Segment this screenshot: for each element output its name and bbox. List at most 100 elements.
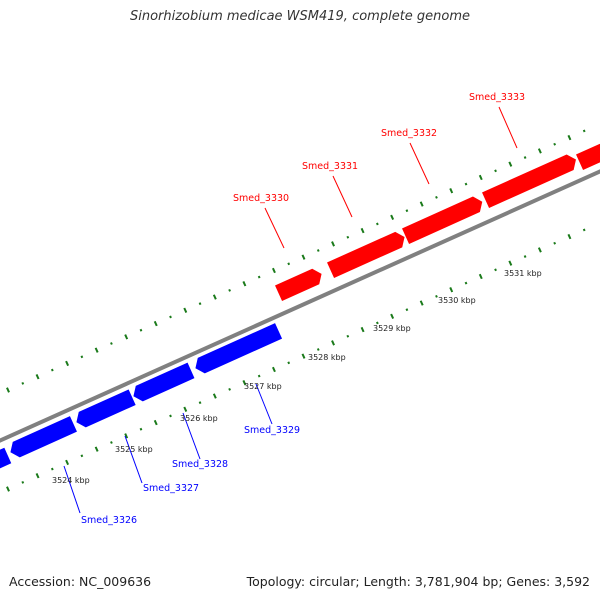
gene-label-smed-3332: Smed_3332 <box>381 128 437 139</box>
scale-label: 3524 kbp <box>52 476 90 485</box>
gene-label-smed-3329-leader <box>255 383 273 425</box>
inner-tick-mark <box>272 366 276 373</box>
outer-tick-mark <box>553 142 557 146</box>
outer-tick-mark <box>449 188 454 194</box>
reverse-strand-track: Smed_3326 Smed_3327 Smed_3328 Smed_3329 <box>0 323 300 526</box>
outer-tick-mark <box>287 262 291 266</box>
outer-tick-mark <box>242 281 247 287</box>
outer-tick-mark <box>331 241 335 247</box>
inner-tick-mark <box>390 313 395 319</box>
outer-tick-mark <box>464 182 468 186</box>
outer-tick-mark <box>523 156 527 159</box>
inner-tick-mark <box>6 486 10 492</box>
inner-tick-mark <box>464 281 468 285</box>
gene-arrow-smed-3326 <box>10 416 77 458</box>
outer-tick-mark <box>21 381 25 385</box>
gene-arrow-partial <box>0 447 12 469</box>
inner-tick-mark <box>449 287 454 293</box>
inner-tick-mark <box>405 308 409 312</box>
gene-label-smed-3330: Smed_3330 <box>233 193 289 204</box>
outer-tick-mark <box>110 342 113 345</box>
genome-stats-text: Topology: circular; Length: 3,781,904 bp… <box>246 574 590 589</box>
inner-tick-mark <box>508 260 513 266</box>
inner-tick-mark <box>169 414 172 418</box>
inner-tick-mark <box>35 473 40 479</box>
gene-arrow-smed-3331 <box>327 231 405 278</box>
outer-tick-mark <box>346 235 350 239</box>
outer-tick-mark <box>582 129 586 133</box>
accession-text: Accession: NC_009636 <box>9 574 152 589</box>
inner-tick-mark <box>567 233 572 240</box>
outer-tick-mark <box>65 360 70 367</box>
outer-tick-mark <box>478 174 483 181</box>
scale-label: 3530 kbp <box>438 296 476 305</box>
inner-tick-mark <box>494 268 497 272</box>
inner-tick-mark <box>360 326 365 333</box>
inner-tick-mark <box>183 406 188 412</box>
outer-tick-mark <box>301 254 306 260</box>
outer-tick-mark <box>139 328 143 332</box>
inner-tick-mark <box>198 401 202 405</box>
inner-tick-mark <box>65 459 70 466</box>
inner-tick-mark <box>110 441 113 444</box>
outer-tick-mark <box>94 347 99 353</box>
map-title: Sinorhizobium medicae WSM419, complete g… <box>129 9 471 24</box>
outer-tick-mark <box>316 249 320 252</box>
outer-tick-mark <box>35 374 40 380</box>
outer-tick-mark <box>405 209 409 213</box>
gene-arrow-smed-3329 <box>195 323 283 374</box>
inner-tick-mark <box>346 334 350 338</box>
inner-tick-mark <box>582 228 586 232</box>
scale-label: 3525 kbp <box>115 445 153 454</box>
inner-tick-mark <box>523 255 527 258</box>
gene-arrow-partial <box>576 143 600 170</box>
outer-tick-mark <box>419 201 424 207</box>
inner-tick-mark <box>257 374 261 378</box>
scale-label: 3528 kbp <box>308 353 346 362</box>
gene-label-smed-3328-leader <box>182 412 201 460</box>
gene-label-smed-3326-leader <box>63 465 81 514</box>
inner-tick-mark <box>435 294 438 298</box>
gene-label-smed-3331-leader <box>332 175 353 218</box>
inner-tick-mark <box>553 241 557 245</box>
outer-tick-mark <box>124 334 129 340</box>
gene-label-smed-3330-leader <box>264 207 285 249</box>
inner-tick-mark <box>301 353 306 359</box>
outer-tick-mark <box>153 320 158 327</box>
inner-tick-mark <box>287 361 291 365</box>
inner-tick-mark <box>212 393 217 399</box>
scale-label: 3526 kbp <box>180 414 218 423</box>
inner-tick-mark <box>124 433 129 439</box>
outer-tick-mark <box>390 214 395 220</box>
outer-tick-mark <box>50 368 54 372</box>
inner-tick-mark <box>153 419 158 426</box>
inner-tick-track <box>6 228 586 492</box>
inner-tick-mark <box>419 300 424 306</box>
gene-label-smed-3333: Smed_3333 <box>469 92 525 103</box>
gene-label-smed-3328: Smed_3328 <box>172 459 228 470</box>
gene-arrow-smed-3332 <box>402 196 483 244</box>
outer-tick-mark <box>228 288 231 292</box>
inner-tick-mark <box>21 480 25 484</box>
outer-tick-mark <box>169 315 172 319</box>
genome-backbone <box>0 169 600 443</box>
gene-label-smed-3327-leader <box>124 435 143 484</box>
inner-tick-mark <box>228 387 231 391</box>
outer-tick-mark <box>257 275 261 279</box>
gene-label-smed-3326: Smed_3326 <box>81 515 137 526</box>
outer-tick-mark <box>272 267 276 274</box>
forward-strand-track: Smed_3330 Smed_3331 Smed_3332 Smed_3333 <box>233 92 600 301</box>
gene-label-smed-3327: Smed_3327 <box>143 483 199 494</box>
gene-arrow-smed-3327 <box>76 389 136 428</box>
scale-label: 3529 kbp <box>373 324 411 333</box>
gene-label-smed-3332-leader <box>409 142 430 185</box>
inner-tick-mark <box>331 340 335 346</box>
outer-tick-mark <box>360 227 365 234</box>
inner-tick-mark <box>50 467 54 471</box>
outer-tick-mark <box>212 294 217 300</box>
gene-arrow-smed-3328 <box>133 362 195 402</box>
gene-label-smed-3329: Smed_3329 <box>244 425 300 436</box>
outer-tick-mark <box>537 148 542 154</box>
inner-tick-mark <box>316 348 320 351</box>
